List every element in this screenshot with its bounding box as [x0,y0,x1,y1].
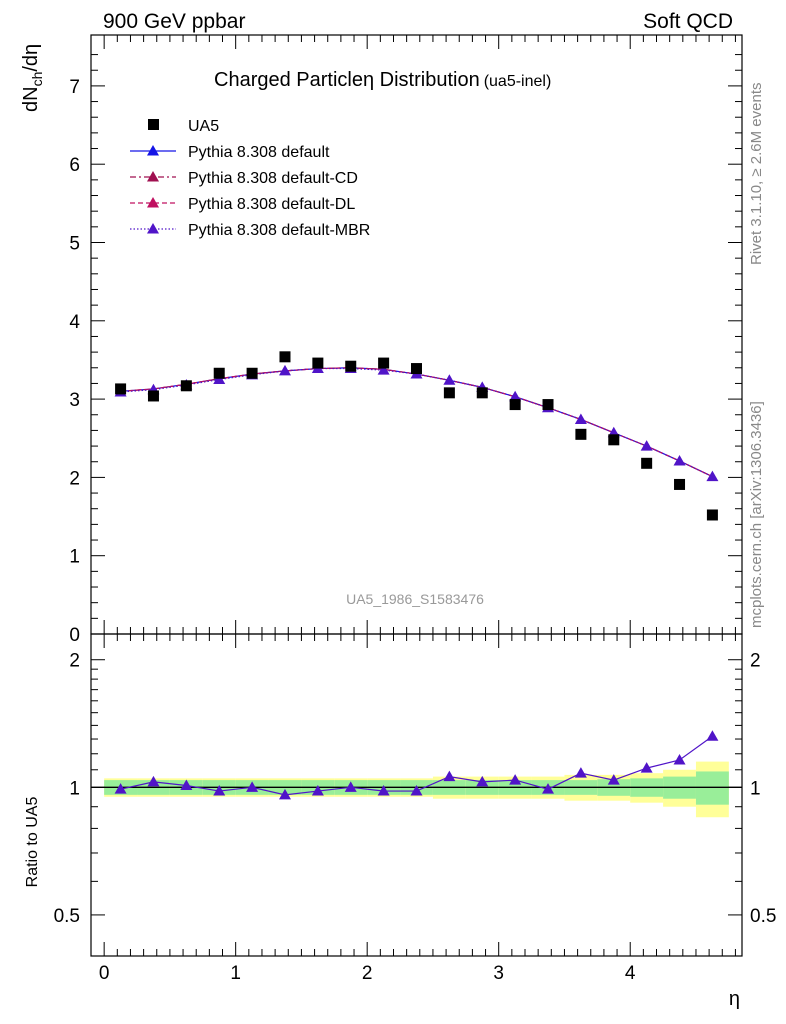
ratio-marker [213,785,226,796]
y-tick-label: 1 [69,547,80,568]
ratio-tick-label: 1 [69,778,80,799]
ratio-marker [344,781,357,792]
data-point [443,387,455,399]
ratio-marker [706,730,719,741]
mc-marker [377,364,390,375]
legend-marker [147,171,159,182]
y-tick-label: 4 [69,312,80,333]
mc-marker [509,390,522,402]
data-point [641,457,653,469]
data-point [180,380,192,392]
ratio-marker [574,767,587,778]
series-line [120,367,713,478]
data-point [345,360,357,372]
series-line [120,367,713,478]
y-tick-label: 3 [69,390,80,411]
ratio-marker [640,762,653,773]
data-point [246,367,258,379]
mc-marker [574,413,587,424]
ratio-marker [476,775,489,787]
legend-marker [147,223,159,234]
axes-ticks: 0 1 2 3 4 0 1 2 3 4 5 6 7 0.5 0.5 1 1 2 2 [54,35,776,984]
data-point [147,390,159,402]
series-line [120,367,713,478]
ratio-tick-label-right: 1 [750,778,761,799]
x-axis-label: η [729,988,740,1010]
ratio-tick-label-right: 0.5 [750,906,776,927]
y-tick-label: 7 [69,77,80,98]
header-right: Soft QCD [643,10,733,33]
mc-marker [706,470,719,482]
mc-marker [278,364,291,376]
series-line [120,367,713,478]
legend-marker [147,145,159,156]
legend-label: Pythia 8.308 default-DL [188,196,355,213]
ratio-marker [114,783,127,794]
mc-marker [640,440,653,451]
ratio-marker [180,779,193,790]
ratio-marker [246,781,259,792]
data-point [115,383,127,395]
y-tick-label: 6 [69,155,80,176]
x-tick-label: 4 [625,963,636,984]
y-axis-label-ratio: Ratio to UA5 [24,797,41,888]
ratio-marker [542,783,555,794]
ratio-marker [607,774,620,785]
ratio-band-inner [695,771,729,805]
legend-label: Pythia 8.308 default-MBR [188,222,370,239]
y-tick-label: 2 [69,468,80,489]
ratio-marker [443,770,456,782]
ratio-marker [377,785,390,796]
data-point [542,399,554,411]
data-point [575,428,587,440]
series-layer [114,145,719,800]
y-tick-label: 5 [69,233,80,254]
ratio-marker [147,775,160,787]
mc-marker [443,374,456,385]
data-point [476,387,488,399]
legend-label: Pythia 8.308 default [188,144,330,161]
legend-label: UA5 [188,118,219,135]
x-tick-label: 3 [493,963,504,984]
ratio-marker [311,785,324,796]
header-left: 900 GeV ppbar [103,10,245,33]
data-point [312,357,324,369]
mc-marker [213,373,226,385]
data-point [608,434,620,446]
mcplots-label: mcplots.cern.ch [arXiv:1306.3436] [748,401,765,628]
data-point [279,351,291,363]
legend-marker [147,197,159,208]
mc-marker [673,454,686,466]
legend-marker-data [148,119,159,130]
ratio-marker [410,785,423,796]
ratio-tick-label: 0.5 [54,906,80,927]
rivet-label: Rivet 3.1.10, ≥ 2.6M events [748,83,765,266]
data-point [213,367,225,379]
ratio-marker [509,774,522,785]
legend-label: Pythia 8.308 default-CD [188,170,358,187]
x-tick-label: 1 [230,963,241,984]
data-point [674,478,686,490]
analysis-label: UA5_1986_S1583476 [346,591,484,607]
y-tick-label: 0 [69,625,80,646]
ratio-tick-label: 2 [69,651,80,672]
data-point [509,399,521,411]
ratio-plot-frame [90,633,743,957]
ratio-marker [278,788,291,800]
y-axis-label-top: dNch/dη [20,44,45,112]
chart-title: Charged Particleη Distribution (ua5-inel) [214,69,551,91]
data-point [378,357,390,369]
legend: UA5 Pythia 8.308 default Pythia 8.308 defa… [130,118,370,239]
x-tick-label: 0 [99,963,110,984]
ratio-marker [673,754,686,765]
x-tick-label: 2 [362,963,373,984]
ratio-tick-label-right: 2 [750,651,761,672]
data-point [706,509,718,521]
data-point [411,363,422,375]
